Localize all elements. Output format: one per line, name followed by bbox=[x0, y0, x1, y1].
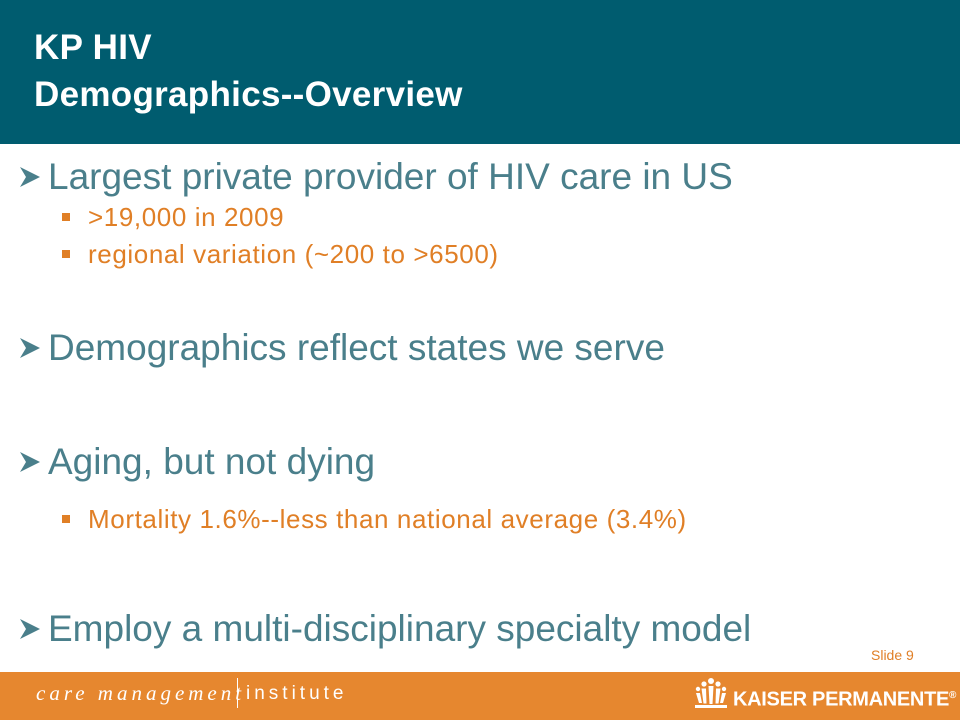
bullet-item-1: Largest private provider of HIV care in … bbox=[18, 155, 733, 199]
bullet-text: Largest private provider of HIV care in … bbox=[48, 156, 733, 197]
bullet-item-3: Aging, but not dying bbox=[18, 440, 375, 484]
sub-bullet-text: Mortality 1.6%--less than national avera… bbox=[88, 504, 687, 534]
bullet-text: Employ a multi-disciplinary specialty mo… bbox=[48, 608, 752, 649]
square-bullet-icon bbox=[62, 515, 70, 523]
sub-bullet-text: regional variation (~200 to >6500) bbox=[88, 239, 499, 269]
footer-divider bbox=[237, 678, 238, 708]
kaiser-permanente-logo-icon bbox=[695, 678, 727, 708]
arrow-bullet-icon bbox=[20, 167, 40, 187]
sub-bullet-3-1: Mortality 1.6%--less than national avera… bbox=[62, 504, 687, 534]
square-bullet-icon bbox=[62, 213, 70, 221]
title-line-1: KP HIV bbox=[34, 28, 152, 67]
arrow-bullet-icon bbox=[20, 338, 40, 358]
title-bar: KP HIV Demographics--Overview bbox=[0, 0, 960, 144]
square-bullet-icon bbox=[62, 250, 70, 258]
sub-bullet-1-1: >19,000 in 2009 bbox=[62, 202, 284, 232]
arrow-bullet-icon bbox=[20, 619, 40, 639]
sub-bullet-text: >19,000 in 2009 bbox=[88, 202, 285, 232]
bullet-item-4: Employ a multi-disciplinary specialty mo… bbox=[18, 607, 751, 651]
arrow-bullet-icon bbox=[20, 452, 40, 472]
cmi-brand-text: care management bbox=[36, 681, 246, 705]
sub-bullet-1-2: regional variation (~200 to >6500) bbox=[62, 239, 499, 269]
bullet-text: Aging, but not dying bbox=[48, 441, 376, 482]
slide-number: Slide 9 bbox=[871, 647, 914, 663]
slide-title: KP HIV Demographics--Overview bbox=[34, 24, 463, 118]
bullet-item-2: Demographics reflect states we serve bbox=[18, 326, 665, 370]
institute-text: institute bbox=[246, 683, 348, 704]
kp-wordmark-text: KAISER PERMANENTE bbox=[733, 688, 950, 711]
title-line-2: Demographics--Overview bbox=[34, 75, 463, 114]
footer-bar bbox=[0, 672, 960, 720]
registered-mark: ® bbox=[949, 690, 957, 701]
kaiser-permanente-wordmark: KAISER PERMANENTE® bbox=[733, 685, 956, 711]
bullet-text: Demographics reflect states we serve bbox=[48, 327, 665, 368]
